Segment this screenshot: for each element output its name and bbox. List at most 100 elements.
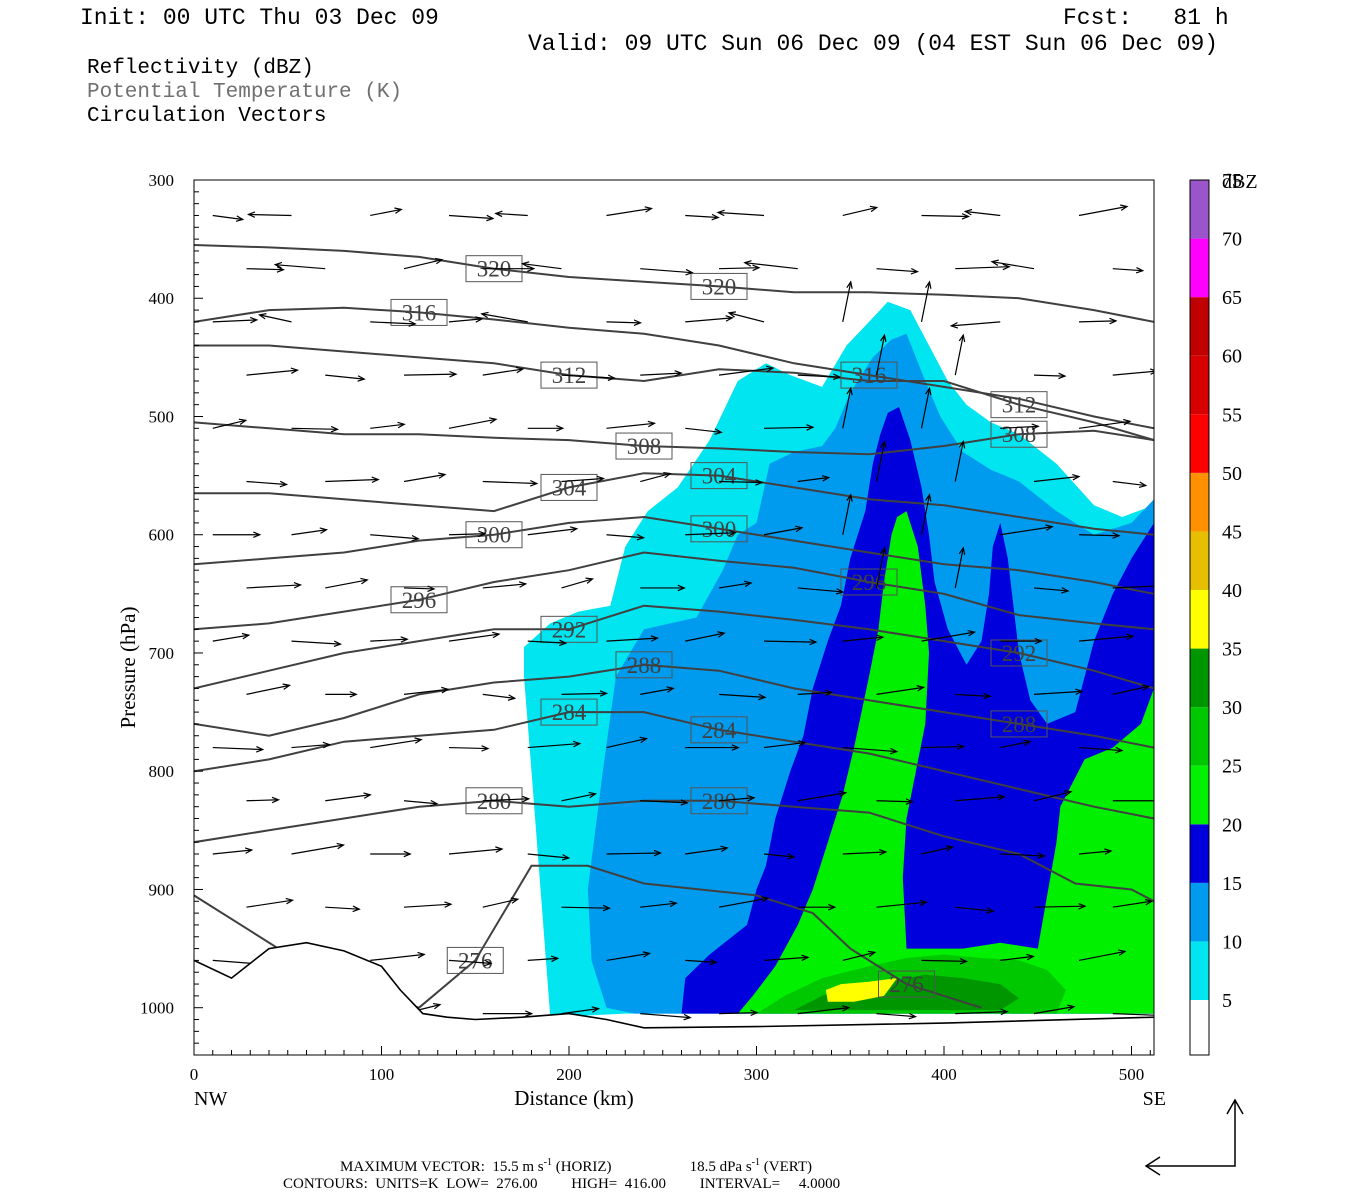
circulation-vector [495,212,528,217]
circulation-vector-head [758,693,767,701]
colorbar-swatch [1190,765,1209,825]
below-ground-mask [194,942,1154,1055]
circulation-vector-head [1123,418,1132,426]
colorbar-label: 40 [1222,580,1242,602]
circulation-vector-head [394,207,403,214]
circulation-vector-head [333,640,343,648]
colorbar-swatch [1190,355,1209,415]
circulation-vector-head [878,849,888,856]
circulation-vector-head [357,375,366,382]
theta-label: 308 [627,434,662,459]
circulation-vector [606,534,644,539]
circulation-vector [606,637,658,642]
circulation-vector-head [761,896,770,903]
circulation-vector [246,899,293,908]
circulation-vector [1033,1006,1075,1015]
circulation-vector [921,846,953,855]
circulation-vector-head [486,214,495,222]
circulation-vector-head [588,791,598,799]
circulation-vector [921,959,967,963]
circulation-vector-head [801,954,810,962]
circulation-vector-head [276,266,286,273]
circulation-vector [1000,740,1031,749]
x-tick-label: 400 [931,1065,957,1084]
circulation-vector [685,214,719,219]
theta-label: 284 [552,700,587,725]
circulation-vector-head [1159,1013,1166,1018]
circulation-vector [448,418,497,429]
circulation-vector-head [494,210,503,218]
circulation-vector-head [569,526,579,533]
circulation-vector [640,472,671,483]
plot-axes: 0 100 200 300 400 500 300 400 500 600 700 800 900 100… [116,171,1166,1110]
circulation-vector-head [285,897,295,905]
circulation-vector [640,1013,691,1019]
circulation-vector [640,800,688,804]
theta-contour-312 [194,344,1154,442]
circulation-vector [403,688,449,695]
circulation-vector-head [238,418,248,425]
circulation-vector [1112,1013,1154,1016]
circulation-vector [1112,480,1146,487]
circulation-vector-head [838,790,848,798]
colorbar-frame [1189,179,1210,1056]
y-tick-label: 600 [149,526,175,545]
circulation-vector [954,547,964,589]
circulation-vector-head [411,534,420,542]
circulation-vector-head [1141,684,1151,691]
circulation-vector [1112,585,1154,589]
circulation-vector-head [766,365,775,373]
circulation-vector-head [235,215,245,222]
circulation-vector [448,633,500,642]
circulation-vector-head [527,265,536,272]
theta-label-box [840,361,898,389]
circulation-vector-head [821,475,831,482]
circulation-vector [325,579,368,589]
circulation-vector [561,578,593,589]
circulation-vector-head [489,417,498,424]
colorbar-swatch [1190,824,1209,883]
circulation-vector [1078,320,1117,323]
colorbar-swatch [1190,297,1209,356]
circulation-vector-head [717,631,726,638]
circulation-vector [718,1012,758,1015]
circulation-vector [640,372,682,376]
circulation-vector-head [961,213,971,220]
circulation-vector-head [403,850,412,858]
circulation-vector-head [1078,903,1087,910]
circulation-vector [797,691,832,695]
theta-label: 288 [627,653,662,678]
circulation-vector [955,693,991,697]
theta-label-box [390,586,448,614]
colorbar-label: 15 [1222,873,1242,895]
circulation-vector-head [591,1006,601,1013]
colorbar-swatch [1190,414,1209,473]
theta-label: 308 [1002,422,1037,447]
max-vector-horiz-unit: (HORIZ) [555,1159,612,1175]
colorbar-label: 60 [1222,346,1242,368]
circulation-vector [561,793,596,802]
x-axis-title: Distance (km) [514,1086,634,1110]
circulation-vector-head [727,311,737,318]
circulation-vector-head [336,842,346,850]
theta-label: 288 [1002,712,1037,737]
circulation-vector [717,211,765,217]
circulation-vector [875,441,886,482]
circulation-vector [325,906,360,910]
circulation-vector [370,953,425,962]
circulation-vector [842,951,875,961]
circulation-vector [955,1011,1008,1015]
circulation-vector-head [602,904,612,912]
theta-contour-316 [194,306,1154,430]
circulation-vector-head [1109,317,1118,325]
theta-contour-292 [194,604,1154,690]
circulation-vector-head [438,472,447,479]
x-tick-label: 100 [369,1065,395,1084]
theta-label-box [540,473,598,501]
circulation-vector [403,373,457,376]
circulation-vector-head [1138,481,1148,489]
circulation-vector [606,321,641,324]
colorbar-label: 75 [1222,170,1242,192]
circulation-vector-head [572,740,582,748]
circulation-vector [954,441,964,482]
